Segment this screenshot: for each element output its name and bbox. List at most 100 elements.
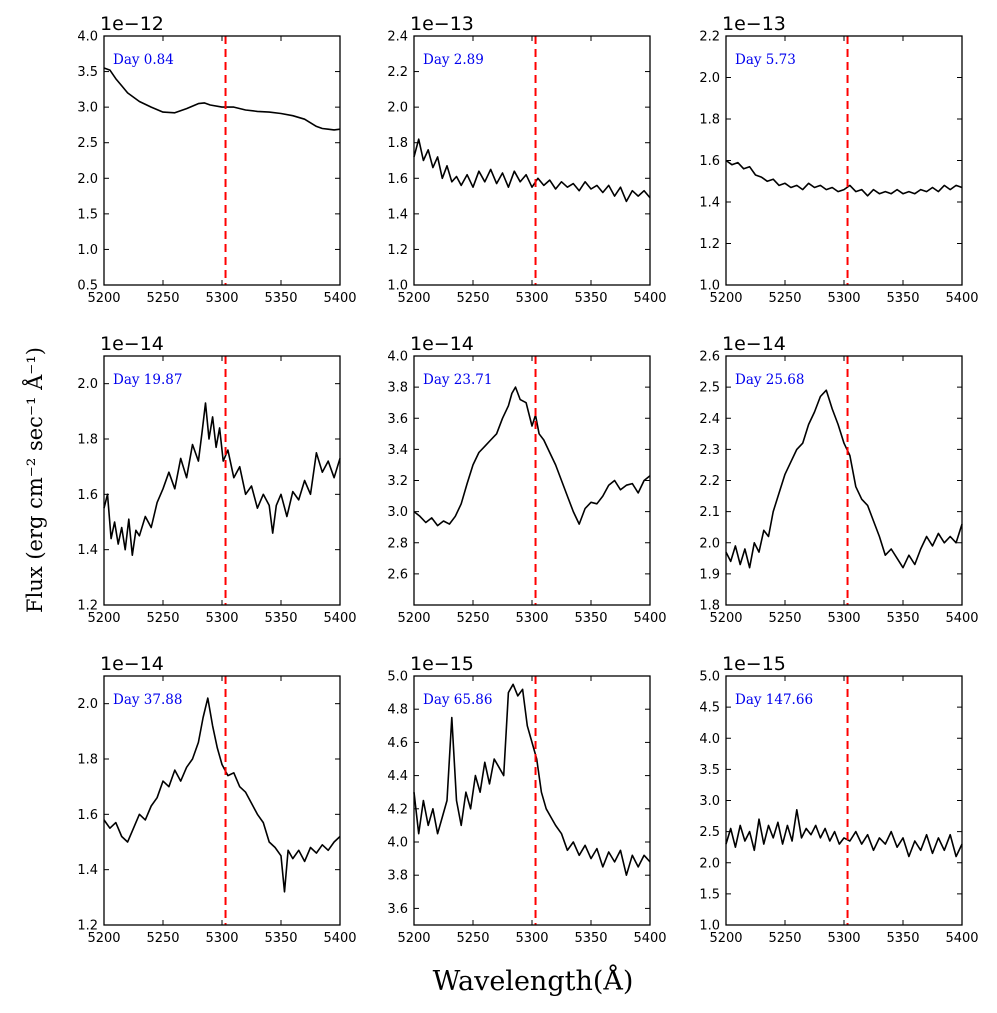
x-tick-label: 5250 bbox=[456, 611, 489, 626]
y-tick-label: 4.2 bbox=[387, 802, 408, 817]
x-tick-label: 5300 bbox=[827, 291, 860, 306]
x-tick-label: 5250 bbox=[146, 931, 179, 946]
y-tick-label: 4.4 bbox=[387, 769, 408, 784]
y-tick-label: 3.5 bbox=[699, 763, 720, 778]
axes-frame bbox=[725, 35, 963, 286]
x-tick-label: 5300 bbox=[515, 291, 548, 306]
day-label: Day 147.66 bbox=[735, 692, 813, 708]
x-tick-label: 5400 bbox=[633, 931, 666, 946]
y-tick-label: 4.0 bbox=[699, 732, 720, 747]
x-axis-label: Wavelength(Å) bbox=[433, 964, 634, 997]
axis-exponent-label: 1e−14 bbox=[100, 653, 164, 675]
x-tick-label: 5200 bbox=[397, 611, 430, 626]
spectrum-line bbox=[103, 67, 341, 131]
day-label: Day 19.87 bbox=[113, 372, 182, 388]
x-tick-label: 5350 bbox=[886, 931, 919, 946]
y-tick-label: 1.8 bbox=[77, 433, 98, 448]
spectrum-line bbox=[725, 389, 963, 569]
y-tick-label: 2.2 bbox=[699, 30, 720, 45]
y-tick-label: 2.8 bbox=[387, 536, 408, 551]
y-tick-label: 3.8 bbox=[387, 381, 408, 396]
x-tick-label: 5300 bbox=[205, 611, 238, 626]
y-tick-label: 2.5 bbox=[699, 825, 720, 840]
y-tick-label: 1.2 bbox=[77, 599, 98, 614]
y-tick-label: 5.0 bbox=[699, 670, 720, 685]
x-tick-label: 5350 bbox=[886, 291, 919, 306]
panel-6: 5200 5250 5300 5350 5400 1.8 1.9 2.0 2.1 2.2 2.3 2.… bbox=[699, 333, 978, 626]
y-tick-label: 3.6 bbox=[387, 902, 408, 917]
x-tick-label: 5350 bbox=[574, 931, 607, 946]
x-tick-label: 5250 bbox=[768, 931, 801, 946]
axis-exponent-label: 1e−15 bbox=[722, 653, 786, 675]
panel-8: 5200 5250 5300 5350 5400 3.6 3.8 4.0 4.2 4.4 4.6 4.… bbox=[387, 653, 666, 946]
y-tick-label: 3.5 bbox=[77, 65, 98, 80]
x-tick-label: 5200 bbox=[397, 931, 430, 946]
y-tick-label: 1.5 bbox=[699, 887, 720, 902]
y-tick-label: 4.5 bbox=[699, 701, 720, 716]
x-tick-label: 5300 bbox=[515, 611, 548, 626]
x-tick-label: 5400 bbox=[323, 611, 356, 626]
y-tick-label: 1.0 bbox=[699, 919, 720, 934]
y-tick-label: 4.0 bbox=[387, 836, 408, 851]
spectrum-line bbox=[103, 402, 341, 556]
panel-1: 5200 5250 5300 5350 5400 0.5 1.0 1.5 2.0 2.5 3.0 3.… bbox=[77, 13, 356, 306]
y-tick-label: 3.8 bbox=[387, 869, 408, 884]
y-tick-label: 2.2 bbox=[387, 65, 408, 80]
y-tick-label: 2.0 bbox=[77, 377, 98, 392]
axis-exponent-label: 1e−14 bbox=[722, 333, 786, 355]
axes-frame bbox=[413, 675, 651, 926]
y-tick-label: 2.0 bbox=[699, 856, 720, 871]
y-tick-label: 2.0 bbox=[77, 172, 98, 187]
y-tick-label: 2.6 bbox=[387, 567, 408, 582]
day-label: Day 5.73 bbox=[735, 52, 796, 68]
spectrum-line bbox=[725, 159, 963, 197]
y-tick-label: 1.8 bbox=[699, 599, 720, 614]
y-axis-label: Flux (erg cm⁻² sec⁻¹ Å⁻¹) bbox=[22, 347, 47, 613]
x-tick-label: 5400 bbox=[633, 291, 666, 306]
y-tick-label: 1.0 bbox=[699, 279, 720, 294]
y-tick-label: 2.6 bbox=[699, 350, 720, 365]
axis-exponent-label: 1e−13 bbox=[410, 13, 474, 35]
day-label: Day 65.86 bbox=[423, 692, 492, 708]
y-tick-label: 2.2 bbox=[699, 474, 720, 489]
day-label: Day 37.88 bbox=[113, 692, 182, 708]
x-tick-label: 5350 bbox=[886, 611, 919, 626]
x-tick-label: 5200 bbox=[709, 291, 742, 306]
spectrum-line bbox=[725, 809, 963, 858]
y-tick-label: 2.3 bbox=[699, 443, 720, 458]
x-tick-label: 5250 bbox=[146, 611, 179, 626]
panel-2: 5200 5250 5300 5350 5400 1.0 1.2 1.4 1.6 1.8 2.0 2.… bbox=[387, 13, 666, 306]
x-tick-label: 5250 bbox=[146, 291, 179, 306]
y-tick-label: 1.4 bbox=[699, 196, 720, 211]
x-tick-label: 5400 bbox=[323, 931, 356, 946]
y-tick-label: 1.0 bbox=[387, 279, 408, 294]
y-tick-label: 1.4 bbox=[77, 863, 98, 878]
x-tick-label: 5300 bbox=[515, 931, 548, 946]
spectrum-line bbox=[103, 697, 341, 893]
y-tick-label: 2.4 bbox=[387, 30, 408, 45]
day-label: Day 23.71 bbox=[423, 372, 492, 388]
x-tick-label: 5200 bbox=[87, 291, 120, 306]
axes-frame bbox=[103, 35, 341, 286]
x-tick-label: 5200 bbox=[87, 611, 120, 626]
y-tick-label: 1.6 bbox=[699, 154, 720, 169]
y-tick-label: 3.4 bbox=[387, 443, 408, 458]
x-tick-label: 5350 bbox=[264, 931, 297, 946]
y-tick-label: 1.2 bbox=[699, 237, 720, 252]
y-tick-label: 2.1 bbox=[699, 505, 720, 520]
panel-7: 5200 5250 5300 5350 5400 1.2 1.4 1.6 1.8 2.0 1e−14… bbox=[77, 653, 356, 946]
x-tick-label: 5250 bbox=[768, 291, 801, 306]
x-tick-label: 5200 bbox=[397, 291, 430, 306]
y-tick-label: 3.2 bbox=[387, 474, 408, 489]
y-tick-label: 1.6 bbox=[387, 172, 408, 187]
axes-frame bbox=[413, 35, 651, 286]
y-tick-label: 2.0 bbox=[699, 536, 720, 551]
x-tick-label: 5350 bbox=[574, 611, 607, 626]
y-tick-label: 2.0 bbox=[699, 71, 720, 86]
panel-9: 5200 5250 5300 5350 5400 1.0 1.5 2.0 2.5 3.0 3.5 4.… bbox=[699, 653, 978, 946]
y-tick-label: 1.8 bbox=[387, 136, 408, 151]
y-tick-label: 4.8 bbox=[387, 703, 408, 718]
axis-exponent-label: 1e−14 bbox=[410, 333, 474, 355]
y-tick-label: 1.4 bbox=[387, 207, 408, 222]
